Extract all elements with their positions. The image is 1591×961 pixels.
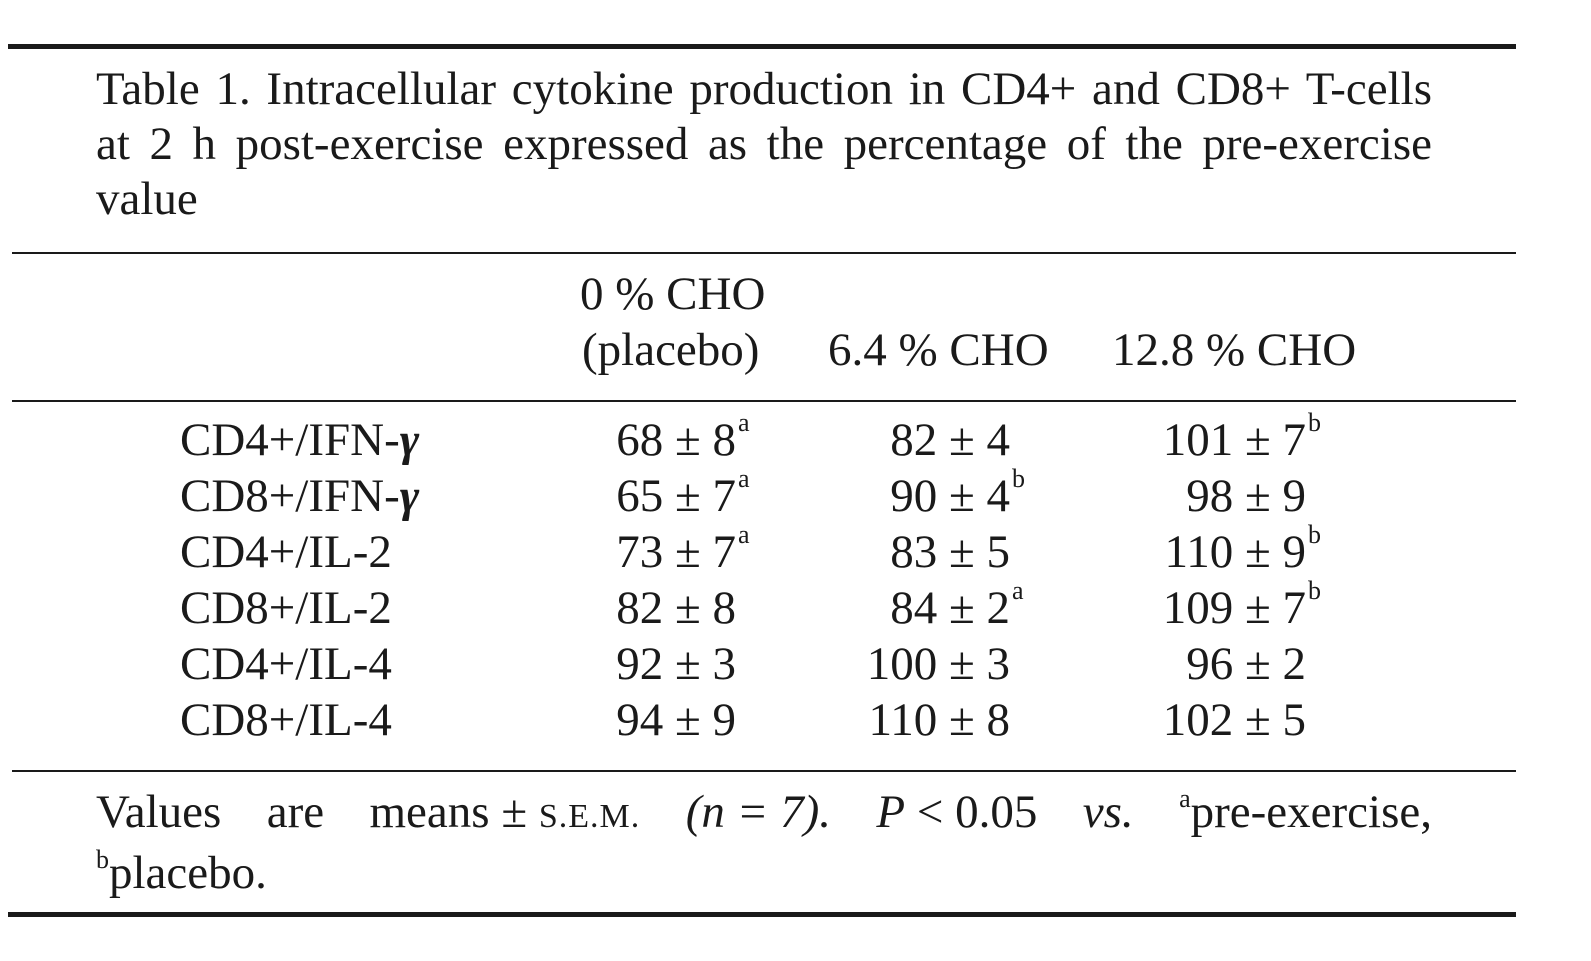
cell-value: 68 ± 8 — [616, 414, 736, 466]
cell-col1: 92 ± 3 — [560, 636, 736, 692]
cell-superscript: a — [738, 520, 750, 549]
cell-value: 96 ± 2 — [1186, 638, 1306, 690]
row-label-greek: γ — [399, 414, 420, 466]
cell-value: 73 ± 7 — [616, 526, 736, 578]
cell-value: 92 ± 3 — [616, 638, 736, 690]
cell-value: 94 ± 9 — [616, 694, 736, 746]
footnote-line2: bplacebo. — [96, 845, 1432, 901]
footnote-means-group: means ± s.e.m. — [370, 784, 641, 845]
footnote-are: are — [266, 786, 325, 838]
cell-value: 82 ± 4 — [890, 414, 1010, 466]
cell-value: 83 ± 5 — [890, 526, 1010, 578]
footnote-means: means ± — [369, 786, 528, 838]
cell-col3: 102 ± 5 — [1120, 692, 1306, 748]
cell-value: 98 ± 9 — [1186, 470, 1306, 522]
cell-col3: 96 ± 2 — [1120, 636, 1306, 692]
column-header-12-8-cho: 12.8 % CHO — [1112, 324, 1357, 376]
cell-superscript: a — [738, 408, 750, 437]
cell-col2: 100 ± 3 — [830, 636, 1010, 692]
cell-col1: 82 ± 8 — [560, 580, 736, 636]
footnote-n: (n = 7). — [686, 784, 831, 845]
footnote-values: Values — [96, 786, 222, 838]
cell-col3: 98 ± 9 — [1120, 468, 1306, 524]
cell-value: 101 ± 7 — [1162, 414, 1306, 466]
table-row: CD4+/IL-4 92 ± 3 100 ± 3 96 ± 2 — [0, 636, 1591, 692]
table-row: CD8+/IFN-γ 65 ± 7 a 90 ± 4 b 98 ± 9 — [0, 466, 1591, 524]
bottom-table-rule — [12, 770, 1516, 772]
row-label-text: CD8+/IL-2 — [180, 582, 392, 634]
footnote-pre-group: apre-exercise, — [1179, 784, 1432, 845]
cell-col2: 83 ± 5 — [830, 524, 1010, 580]
row-label: CD8+/IL-2 — [180, 580, 392, 636]
row-label: CD8+/IFN-γ — [180, 468, 419, 524]
caption-rule — [12, 252, 1516, 254]
cell-superscript: a — [738, 464, 750, 493]
footnote-placebo: placebo. — [109, 847, 267, 899]
cell-col1: 94 ± 9 — [560, 692, 736, 748]
footnote-sup-a: a — [1179, 784, 1191, 813]
cell-value: 82 ± 8 — [616, 582, 736, 634]
row-label-text: CD4+/IL-4 — [180, 638, 392, 690]
footnote-sem: s.e.m. — [538, 798, 641, 835]
table-caption: Table 1. Intracellular cytokine producti… — [96, 63, 1432, 225]
cell-superscript: b — [1308, 408, 1321, 437]
cell-value: 84 ± 2 — [890, 582, 1010, 634]
top-rule — [8, 44, 1516, 49]
cell-value: 100 ± 3 — [866, 638, 1010, 690]
cell-superscript: b — [1308, 576, 1321, 605]
column-header-placebo-line2: (placebo) — [582, 324, 760, 376]
cell-value: 102 ± 5 — [1162, 694, 1306, 746]
footnote-vs: vs. — [1082, 786, 1134, 838]
footnote-pre: pre-exercise, — [1190, 786, 1432, 838]
cell-value: 110 ± 8 — [868, 694, 1010, 746]
cell-superscript: b — [1308, 520, 1321, 549]
footnote-p: P — [876, 786, 906, 838]
cell-value: 109 ± 7 — [1162, 582, 1306, 634]
cell-value: 110 ± 9 — [1164, 526, 1306, 578]
row-label: CD8+/IL-4 — [180, 692, 392, 748]
row-label-text: CD8+/IFN- — [180, 470, 400, 522]
bottom-rule — [8, 912, 1516, 917]
footnote-p-group: P < 0.05 — [876, 784, 1037, 845]
cell-value: 65 ± 7 — [616, 470, 736, 522]
cell-col2: 82 ± 4 — [830, 412, 1010, 468]
footnote-n-text: (n = 7). — [685, 786, 831, 838]
row-label-greek: γ — [399, 470, 420, 522]
row-label-text: CD4+/IL-2 — [180, 526, 392, 578]
cell-superscript: a — [1012, 576, 1024, 605]
cell-superscript: b — [1012, 464, 1025, 493]
cell-col2: 110 ± 8 — [830, 692, 1010, 748]
footnote-sup-b: b — [96, 845, 109, 874]
row-label-text: CD8+/IL-4 — [180, 694, 392, 746]
table-row: CD8+/IL-4 94 ± 9 110 ± 8 102 ± 5 — [0, 692, 1591, 748]
cell-value: 90 ± 4 — [890, 470, 1010, 522]
column-header-placebo-line1: 0 % CHO — [580, 268, 766, 320]
table-footnote: Values are means ± s.e.m. (n = 7). P < 0… — [96, 784, 1432, 901]
row-label: CD4+/IL-4 — [180, 636, 392, 692]
row-label: CD4+/IFN-γ — [180, 412, 419, 468]
row-label-text: CD4+/IFN- — [180, 414, 400, 466]
header-rule — [12, 400, 1516, 402]
column-header-6-4-cho: 6.4 % CHO — [828, 324, 1049, 376]
footnote-lt: < 0.05 — [916, 786, 1038, 838]
row-label: CD4+/IL-2 — [180, 524, 392, 580]
